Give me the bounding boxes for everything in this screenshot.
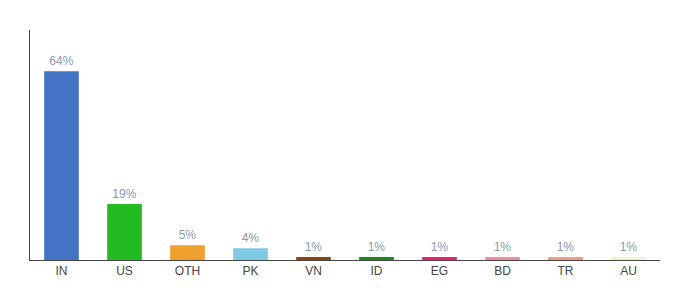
svg-text:PK: PK (242, 264, 258, 278)
svg-text:US: US (116, 264, 133, 278)
svg-text:1%: 1% (431, 240, 449, 254)
svg-text:VN: VN (305, 264, 322, 278)
svg-text:19%: 19% (112, 187, 136, 201)
svg-text:TR: TR (558, 264, 574, 278)
svg-text:5%: 5% (179, 228, 197, 242)
svg-text:ID: ID (371, 264, 383, 278)
svg-text:1%: 1% (557, 240, 575, 254)
svg-text:1%: 1% (305, 240, 323, 254)
svg-text:4%: 4% (242, 231, 260, 245)
svg-text:64%: 64% (49, 54, 73, 68)
svg-text:1%: 1% (368, 240, 386, 254)
svg-text:BD: BD (494, 264, 511, 278)
svg-text:IN: IN (56, 264, 68, 278)
svg-text:1%: 1% (494, 240, 512, 254)
svg-text:EG: EG (431, 264, 448, 278)
svg-text:1%: 1% (620, 240, 638, 254)
svg-text:AU: AU (620, 264, 637, 278)
svg-text:OTH: OTH (175, 264, 200, 278)
